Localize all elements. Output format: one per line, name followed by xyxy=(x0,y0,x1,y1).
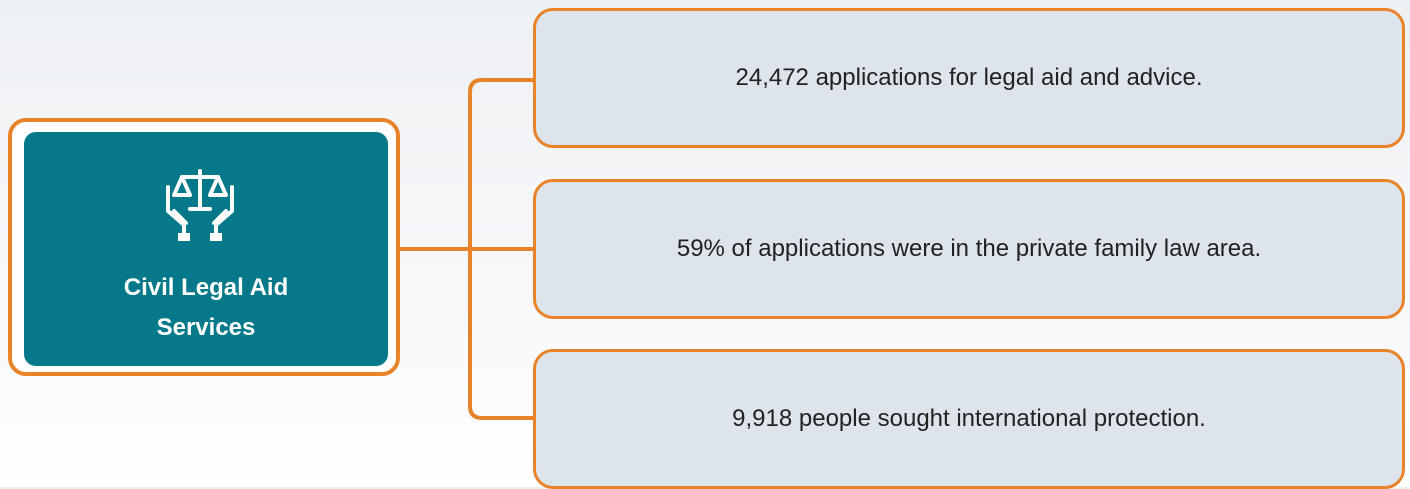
item-text: 59% of applications were in the private … xyxy=(676,235,1262,262)
item-box: 59% of applications were in the private … xyxy=(533,179,1405,319)
item-box: 24,472 applications for legal aid and ad… xyxy=(533,8,1405,148)
item-text: 24,472 applications for legal aid and ad… xyxy=(735,64,1203,91)
scales-icon xyxy=(166,169,234,241)
root-label: Civil Legal Aid Services xyxy=(123,274,289,341)
item-text: 9,918 people sought international protec… xyxy=(732,405,1206,432)
root-box xyxy=(24,132,388,366)
item-box: 9,918 people sought international protec… xyxy=(533,349,1405,489)
